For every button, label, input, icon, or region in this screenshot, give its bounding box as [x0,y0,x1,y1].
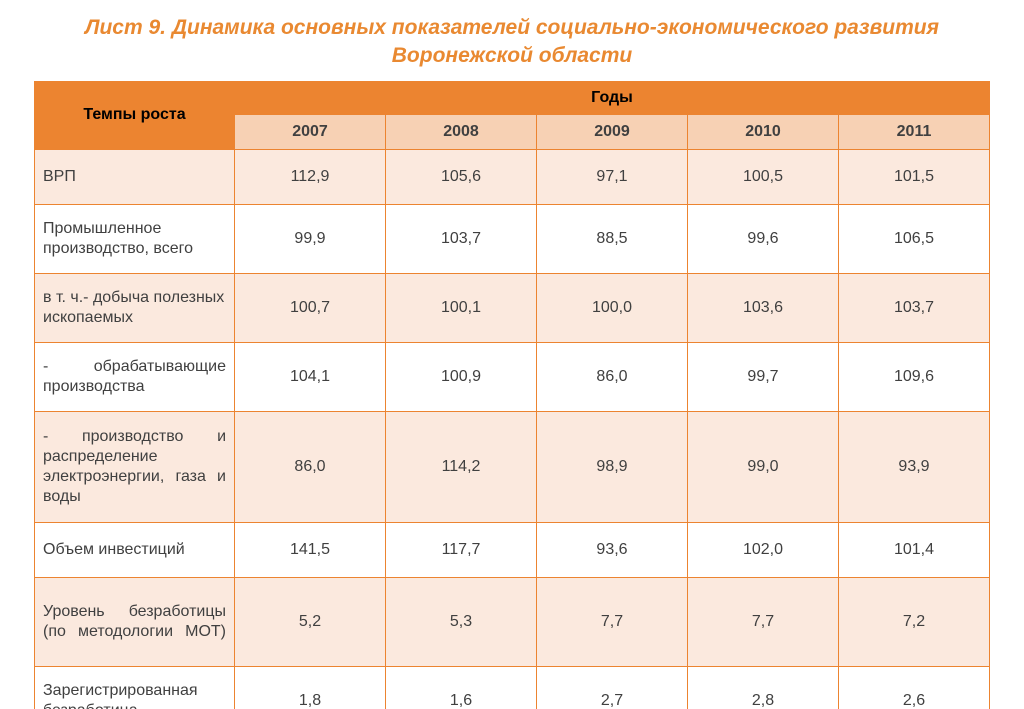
cell-value: 5,2 [235,577,386,666]
cell-value: 109,6 [839,342,990,411]
cell-value: 103,7 [839,273,990,342]
cell-value: 100,9 [386,342,537,411]
table-row: Уровень безработицы (по методологии МОТ)… [35,577,990,666]
table-row: Зарегистрированная безработица1,81,62,72… [35,666,990,709]
cell-value: 100,1 [386,273,537,342]
indicators-table: Темпы роста Годы 2007 2008 2009 2010 201… [34,81,990,709]
row-label: Зарегистрированная безработица [35,666,235,709]
years-group-header: Годы [235,81,990,114]
cell-value: 100,0 [537,273,688,342]
table-row: - обрабатывающие производства104,1100,98… [35,342,990,411]
cell-value: 112,9 [235,149,386,204]
cell-value: 99,9 [235,204,386,273]
cell-value: 100,5 [688,149,839,204]
cell-value: 2,7 [537,666,688,709]
cell-value: 93,9 [839,411,990,522]
table-header: Темпы роста Годы 2007 2008 2009 2010 201… [35,81,990,149]
cell-value: 101,5 [839,149,990,204]
slide-page: Лист 9. Динамика основных показателей со… [0,0,1024,709]
cell-value: 98,9 [537,411,688,522]
page-title: Лист 9. Динамика основных показателей со… [34,14,990,71]
cell-value: 99,7 [688,342,839,411]
cell-value: 99,0 [688,411,839,522]
cell-value: 2,8 [688,666,839,709]
row-label: ВРП [35,149,235,204]
table-row: ВРП112,9105,697,1100,5101,5 [35,149,990,204]
cell-value: 100,7 [235,273,386,342]
row-label: - производство и распределение электроэн… [35,411,235,522]
cell-value: 102,0 [688,522,839,577]
cell-value: 93,6 [537,522,688,577]
cell-value: 117,7 [386,522,537,577]
title-line-1: Лист 9. Динамика основных показателей со… [85,16,939,39]
cell-value: 1,8 [235,666,386,709]
cell-value: 86,0 [235,411,386,522]
title-line-2: Воронежской области [392,44,633,67]
cell-value: 141,5 [235,522,386,577]
year-col-2: 2009 [537,114,688,149]
cell-value: 103,7 [386,204,537,273]
row-label: Объем инвестиций [35,522,235,577]
cell-value: 5,3 [386,577,537,666]
cell-value: 101,4 [839,522,990,577]
cell-value: 7,7 [688,577,839,666]
cell-value: 1,6 [386,666,537,709]
cell-value: 88,5 [537,204,688,273]
row-label: - обрабатывающие производства [35,342,235,411]
table-row: в т. ч.- добыча полезных ископаемых100,7… [35,273,990,342]
table-body: ВРП112,9105,697,1100,5101,5Промышленное … [35,149,990,709]
cell-value: 114,2 [386,411,537,522]
year-col-1: 2008 [386,114,537,149]
row-header-cell: Темпы роста [35,81,235,149]
table-row: Объем инвестиций141,5117,793,6102,0101,4 [35,522,990,577]
cell-value: 105,6 [386,149,537,204]
cell-value: 2,6 [839,666,990,709]
table-row: Промышленное производство, всего99,9103,… [35,204,990,273]
cell-value: 97,1 [537,149,688,204]
cell-value: 106,5 [839,204,990,273]
table-row: - производство и распределение электроэн… [35,411,990,522]
row-label: в т. ч.- добыча полезных ископаемых [35,273,235,342]
year-col-3: 2010 [688,114,839,149]
year-col-0: 2007 [235,114,386,149]
cell-value: 86,0 [537,342,688,411]
cell-value: 7,2 [839,577,990,666]
row-label: Уровень безработицы (по методологии МОТ) [35,577,235,666]
cell-value: 103,6 [688,273,839,342]
row-label: Промышленное производство, всего [35,204,235,273]
cell-value: 99,6 [688,204,839,273]
cell-value: 7,7 [537,577,688,666]
cell-value: 104,1 [235,342,386,411]
year-col-4: 2011 [839,114,990,149]
